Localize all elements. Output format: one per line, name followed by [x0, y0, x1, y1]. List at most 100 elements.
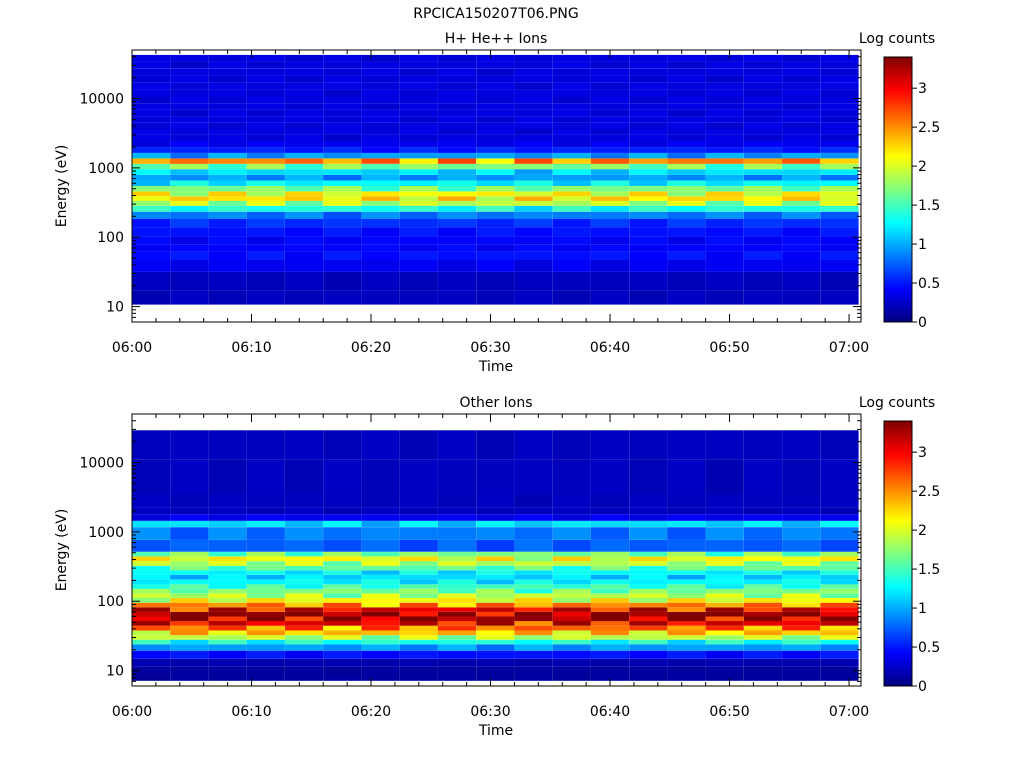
spectrogram-cell — [705, 574, 744, 580]
spectrogram-cell — [705, 103, 744, 110]
spectrogram-cell — [170, 611, 209, 617]
spectrogram-cell — [743, 507, 783, 515]
spectrogram-cell — [705, 147, 744, 153]
spectrogram-cell — [629, 539, 668, 552]
spectrogram-cell — [208, 103, 247, 110]
spectrogram-cell — [437, 271, 477, 290]
spectrogram-cell — [132, 639, 171, 645]
spectrogram-cell — [552, 219, 591, 228]
spectrogram-cell — [208, 205, 247, 212]
spectrogram-cell — [246, 539, 285, 552]
spectrogram-cell — [208, 200, 247, 206]
spectrogram-cell — [399, 109, 438, 117]
spectrogram-cell — [552, 122, 591, 129]
spectrogram-cell — [590, 180, 630, 186]
spectrogram-cell — [208, 570, 247, 575]
spectrogram-cell — [246, 625, 285, 631]
spectrogram-cell — [285, 134, 324, 141]
spectrogram-cell — [399, 565, 438, 571]
spectrogram-cell — [476, 191, 515, 197]
spectrogram-cell — [132, 109, 171, 117]
spectrogram-cell — [246, 607, 285, 612]
spectrogram-cell — [667, 169, 706, 175]
spectrogram-cell — [399, 514, 438, 521]
spectrogram-cell — [629, 174, 668, 181]
spectrogram-cell — [285, 551, 324, 557]
spectrogram-cell — [705, 152, 744, 159]
spectrogram-cell — [514, 290, 553, 305]
spectrogram-cell — [782, 507, 821, 515]
spectrogram-cell — [514, 579, 553, 585]
spectrogram-cell — [285, 109, 324, 117]
spectrogram-cell — [590, 430, 630, 460]
spectrogram-cell — [514, 251, 553, 260]
spectrogram-cell — [705, 54, 744, 62]
spectrogram-cell — [323, 186, 362, 192]
spectrogram-cell — [399, 122, 438, 129]
spectrogram-cell — [743, 561, 783, 566]
spectrogram-cell — [782, 68, 821, 76]
spectrogram-cell — [629, 579, 668, 585]
spectrogram-cell — [705, 141, 744, 148]
spectrogram-cell — [437, 527, 477, 540]
spectrogram-cell — [170, 616, 209, 622]
spectrogram-cell — [170, 200, 209, 206]
spectrogram-cell — [246, 116, 285, 123]
spectrogram-cell — [246, 598, 285, 603]
spectrogram-cell — [246, 674, 285, 681]
spectrogram-cell — [246, 514, 285, 521]
spectrogram-cell — [208, 152, 247, 159]
spectrogram-cell — [361, 556, 400, 562]
spectrogram-cell — [285, 556, 324, 562]
spectrogram-cell — [208, 163, 247, 170]
spectrogram-cell — [514, 191, 553, 197]
spectrogram-cell — [705, 129, 744, 135]
spectrogram-cell — [820, 96, 859, 104]
spectrogram-cell — [361, 271, 400, 290]
spectrogram-cell — [285, 82, 324, 90]
spectrogram-cell — [705, 616, 744, 622]
spectrogram-cell — [514, 75, 553, 83]
spectrogram-cell — [514, 82, 553, 90]
spectrogram-cell — [361, 588, 400, 594]
spectrogram-cell — [667, 494, 706, 508]
spectrogram-cell — [590, 169, 630, 175]
spectrogram-cell — [246, 494, 285, 508]
spectrogram-cell — [629, 570, 668, 575]
spectrogram-cell — [705, 211, 744, 219]
spectrogram-cell — [246, 430, 285, 460]
spectrogram-cell — [705, 219, 744, 228]
spectrogram-cell — [361, 211, 400, 219]
spectrogram-cell — [399, 650, 438, 659]
spectrogram-cell — [132, 650, 171, 659]
spectrogram-cell — [782, 459, 821, 495]
spectrogram-cell — [782, 227, 821, 237]
spectrogram-cell — [208, 244, 247, 252]
spectrogram-cell — [514, 625, 553, 631]
spectrogram-cell — [782, 593, 821, 598]
spectrogram-cell — [629, 635, 668, 640]
spectrogram-cell — [705, 236, 744, 245]
spectrogram-cell — [667, 598, 706, 603]
spectrogram-cell — [437, 459, 477, 495]
spectrogram-cell — [323, 196, 362, 201]
spectrogram-cell — [246, 219, 285, 228]
spectrogram-cell — [590, 666, 630, 674]
spectrogram-cell — [705, 61, 744, 69]
spectrogram-cell — [323, 507, 362, 515]
spectrogram-cell — [476, 163, 515, 170]
spectrogram-cell — [820, 163, 859, 170]
spectrogram-cell — [132, 494, 171, 508]
spectrogram-cell — [285, 539, 324, 552]
spectrogram-cell — [629, 507, 668, 515]
spectrogram-cell — [782, 129, 821, 135]
spectrogram-cell — [437, 514, 477, 521]
spectrogram-cell — [514, 147, 553, 153]
spectrogram-cell — [743, 635, 783, 640]
spectrogram-cell — [476, 430, 515, 460]
spectrogram-cell — [399, 260, 438, 272]
spectrogram-cell — [170, 551, 209, 557]
spectrogram-cell — [590, 514, 630, 521]
spectrogram-cell — [323, 290, 362, 305]
